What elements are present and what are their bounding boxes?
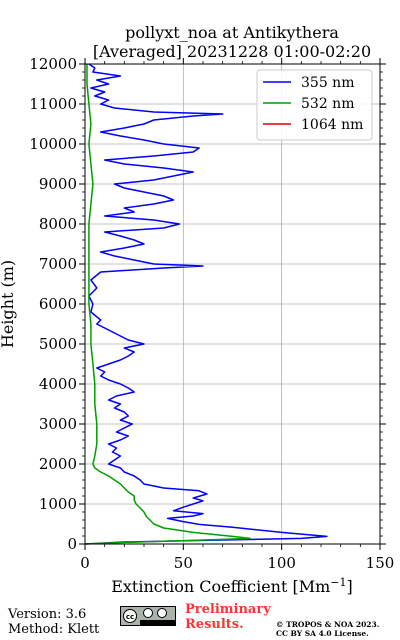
cc-icon: cc <box>123 609 137 623</box>
x-tick-label: 0 <box>80 554 90 572</box>
x-axis-label: Extinction Coefficient [Mm−1] <box>111 576 353 596</box>
x-tick-label: 150 <box>366 554 395 572</box>
license-text: CC BY SA 4.0 License. <box>276 629 369 638</box>
sa-icon <box>157 608 167 618</box>
by-icon <box>143 608 153 618</box>
x-tick-label: 50 <box>174 554 193 572</box>
y-tick-label: 0 <box>67 535 77 553</box>
legend-label: 355 nm <box>301 75 354 91</box>
copyright-text: © TROPOS & NOA 2023. <box>276 620 380 629</box>
legend-label: 1064 nm <box>301 117 363 133</box>
cc-license-badge: cc <box>120 606 176 626</box>
y-tick-label: 7000 <box>39 255 77 273</box>
y-tick-label: 5000 <box>39 335 77 353</box>
series-line-355-nm <box>84 63 328 545</box>
y-tick-label: 1000 <box>39 495 77 513</box>
chart-subtitle: [Averaged] 20231228 01:00-02:20 <box>93 42 371 61</box>
results-label: Results. <box>185 617 244 632</box>
y-tick-label: 4000 <box>39 375 77 393</box>
y-tick-label: 3000 <box>39 415 77 433</box>
y-tick-label: 9000 <box>39 175 77 193</box>
chart-title: pollyxt_noa at Antikythera <box>125 23 339 42</box>
y-tick-label: 8000 <box>39 215 77 233</box>
method-text: Method: Klett <box>8 622 100 637</box>
y-tick-label: 2000 <box>39 455 77 473</box>
x-tick-label: 100 <box>267 554 296 572</box>
y-axis-label: Height (m) <box>0 260 17 348</box>
preliminary-label: Preliminary <box>185 602 271 617</box>
version-text: Version: 3.6 <box>8 607 87 622</box>
badge-strip <box>140 620 175 625</box>
axes-frame <box>84 63 381 545</box>
legend-box <box>256 69 373 141</box>
extinction-profile-chart: 0100020003000400050006000700080009000100… <box>0 23 395 596</box>
y-tick-label: 12000 <box>29 55 77 73</box>
y-tick-label: 10000 <box>29 135 77 153</box>
y-tick-label: 11000 <box>29 95 77 113</box>
legend-label: 532 nm <box>301 96 354 112</box>
series-line-532-nm <box>84 64 251 545</box>
y-tick-label: 6000 <box>39 295 77 313</box>
